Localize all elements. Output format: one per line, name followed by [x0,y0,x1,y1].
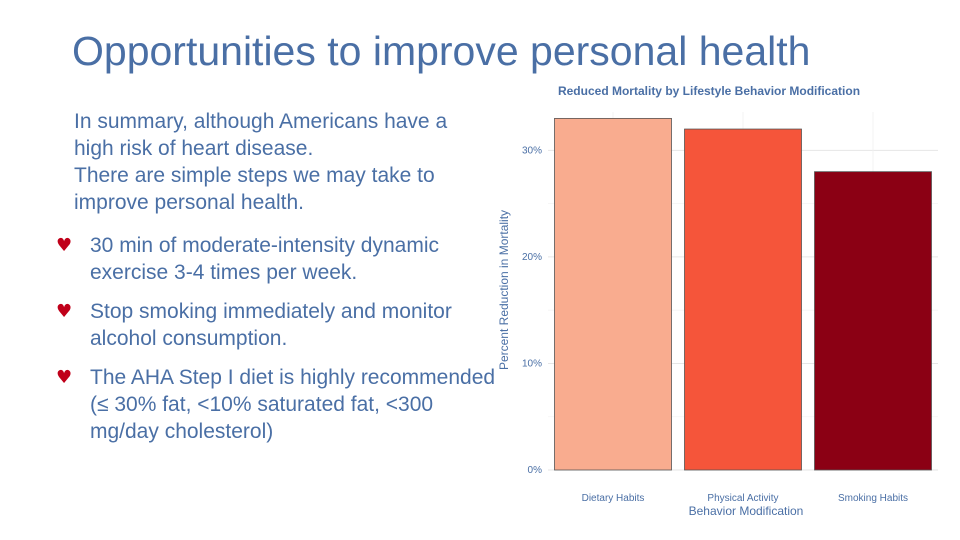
bullet-item: ♥ Stop smoking immediately and monitor a… [56,298,496,352]
y-tick-label: 20% [522,252,542,263]
bullet-item: ♥ The AHA Step I diet is highly recommen… [56,364,496,445]
bullet-item: ♥ 30 min of moderate-intensity dynamic e… [56,232,496,286]
bullet-text: Stop smoking immediately and monitor alc… [90,300,452,350]
x-tick-label: Physical Activity [707,493,778,504]
heart-icon: ♥ [56,367,73,388]
x-axis-label: Behavior Modification [688,504,804,518]
chart-plot: 0% 10% 20% 30% Dietary Habits Physical Activi… [522,112,938,504]
bullet-text: The AHA Step I diet is highly recommende… [90,366,496,443]
heart-icon: ♥ [56,235,73,256]
slide-title: Opportunities to improve personal health [72,28,811,74]
x-tick-label: Smoking Habits [838,493,908,504]
heart-icon: ♥ [56,301,73,322]
bullet-list: ♥ 30 min of moderate-intensity dynamic e… [56,232,496,457]
y-tick-label: 30% [522,145,542,156]
x-tick-label: Dietary Habits [582,493,645,504]
chart-title: Reduced Mortality by Lifestyle Behavior … [557,84,861,98]
bar-smoking-habits [814,171,932,471]
y-tick-label: 10% [522,358,542,369]
summary-line: In summary, although Americans have a [74,110,448,133]
summary-line: improve personal health. [74,191,304,214]
summary-text: In summary, although Americans have a hi… [74,108,504,216]
chart: Reduced Mortality by Lifestyle Behavior … [496,80,948,520]
summary-line: There are simple steps we may take to [74,164,435,187]
y-tick-label: 0% [528,465,543,476]
bullet-text: 30 min of moderate-intensity dynamic exe… [90,234,439,284]
bar-physical-activity [684,128,802,471]
summary-line: high risk of heart disease. [74,137,314,160]
bar-dietary-habits [554,117,672,471]
